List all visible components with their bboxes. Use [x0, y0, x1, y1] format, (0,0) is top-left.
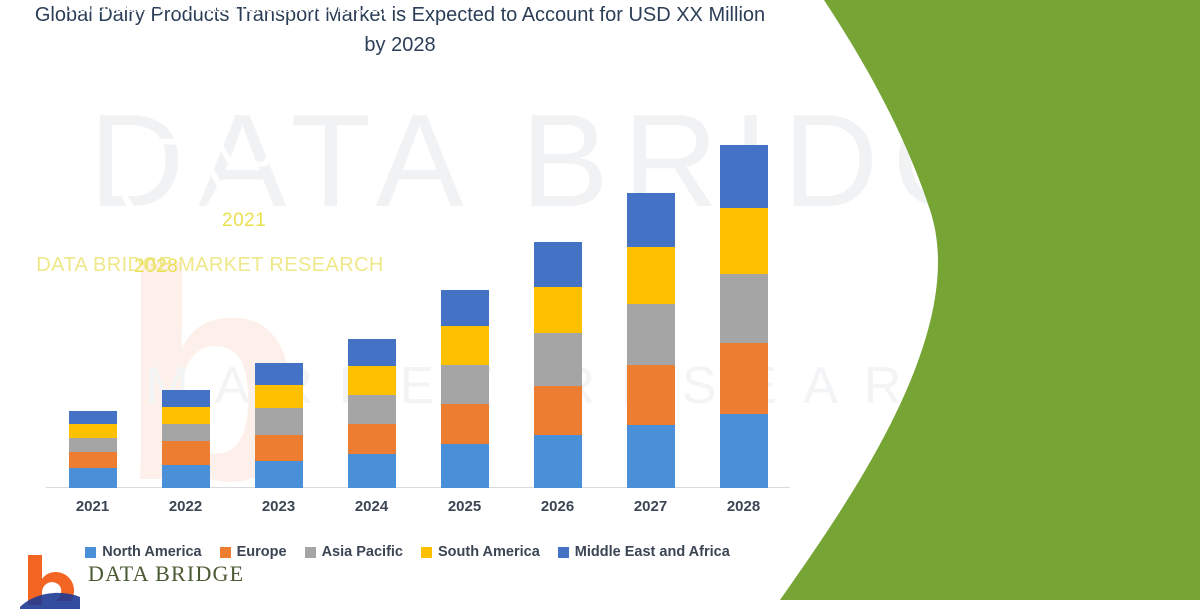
x-axis-tick-label: 2023 — [261, 498, 296, 515]
legend-swatch-icon — [304, 546, 316, 558]
bar-segment — [254, 408, 303, 435]
bar-segment — [347, 454, 396, 488]
bar-segment — [719, 414, 768, 488]
bar-group — [68, 411, 117, 488]
bar-segment — [254, 434, 303, 461]
bar-segment — [68, 467, 117, 488]
bar-segment — [68, 424, 117, 438]
bar-segment — [626, 424, 675, 488]
bar-segment — [626, 193, 675, 248]
x-axis-tick-label: 2028 — [726, 498, 761, 515]
bars-container — [46, 100, 790, 488]
legend-swatch-icon — [557, 546, 569, 558]
legend-label: South America — [438, 544, 540, 560]
x-axis-tick-label: 2021 — [75, 498, 110, 515]
bar-segment — [533, 287, 582, 333]
bar-group — [161, 390, 210, 488]
bar-segment — [68, 437, 117, 453]
bar-segment — [533, 241, 582, 288]
x-axis-tick-label: 2027 — [633, 498, 668, 515]
green-panel-shape — [780, 0, 1200, 600]
bar-segment — [440, 444, 489, 488]
legend-label: Europe — [236, 544, 287, 560]
legend-item[interactable]: Asia Pacific — [304, 544, 403, 560]
x-axis-labels: 2021 2022 2023 2024 2025 2026 2027 2028 — [46, 498, 790, 524]
legend-item[interactable]: Middle East and Africa — [557, 544, 730, 560]
bar-segment — [161, 424, 210, 442]
bar-segment — [719, 273, 768, 344]
bar-segment — [440, 403, 489, 445]
bar-segment — [440, 326, 489, 365]
bar-segment — [347, 394, 396, 424]
bar-segment — [347, 365, 396, 395]
x-axis-tick-label: 2026 — [540, 498, 575, 515]
chart-title: Global Dairy Products Transport Market i… — [34, 4, 766, 56]
bar-segment — [626, 303, 675, 365]
x-axis-tick-label: 2022 — [168, 498, 203, 515]
legend-label: Middle East and Africa — [574, 544, 730, 560]
bar-segment — [254, 385, 303, 409]
x-axis-tick-label: 2025 — [447, 498, 482, 515]
legend-label: Asia Pacific — [321, 544, 403, 560]
bar-group — [440, 290, 489, 488]
x-axis-line — [46, 487, 790, 488]
bar-segment — [719, 207, 768, 274]
legend-swatch-icon — [85, 546, 97, 558]
bar-segment — [719, 144, 768, 208]
bar-group — [254, 362, 303, 488]
bar-group — [719, 144, 768, 488]
bar-segment — [533, 386, 582, 435]
bar-segment — [254, 362, 303, 386]
bar-group — [347, 338, 396, 488]
green-side-panel — [780, 0, 1200, 600]
bar-group — [533, 241, 582, 488]
bar-segment — [533, 332, 582, 387]
legend-label: North America — [102, 544, 202, 560]
bar-segment — [719, 343, 768, 415]
bar-segment — [161, 390, 210, 407]
legend-swatch-icon — [219, 546, 231, 558]
bar-segment — [161, 441, 210, 465]
bar-segment — [440, 290, 489, 327]
legend-item[interactable]: South America — [421, 544, 540, 560]
bar-segment — [347, 424, 396, 455]
bar-segment — [626, 247, 675, 304]
bar-segment — [68, 411, 117, 424]
legend-item[interactable]: North America — [85, 544, 202, 560]
bar-segment — [161, 406, 210, 425]
bar-segment — [254, 460, 303, 488]
bar-segment — [533, 434, 582, 488]
x-axis-tick-label: 2024 — [354, 498, 389, 515]
bar-segment — [626, 364, 675, 425]
legend-swatch-icon — [421, 546, 432, 558]
chart-panel: Global Dairy Products Transport Market i… — [0, 4, 815, 566]
chart-legend: North America Europe Asia Pacific South Ame… — [0, 538, 815, 566]
legend-item[interactable]: Europe — [219, 544, 287, 560]
bar-segment — [347, 338, 396, 366]
bar-group — [626, 193, 675, 488]
bar-segment — [440, 364, 489, 404]
bar-segment — [161, 464, 210, 488]
bar-segment — [68, 452, 117, 468]
